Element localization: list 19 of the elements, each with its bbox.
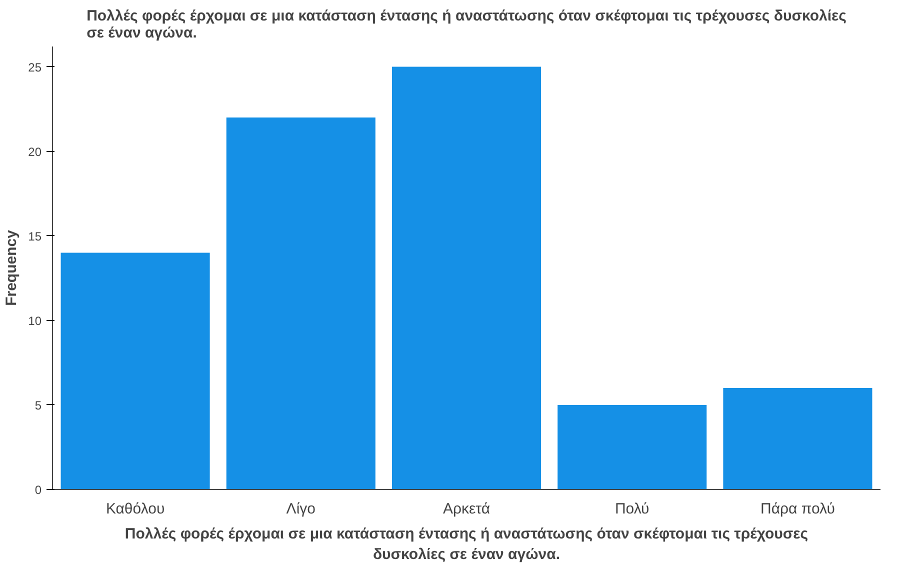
x-tick-label: Αρκετά	[442, 500, 490, 518]
x-tick-label: Καθόλου	[106, 500, 165, 518]
x-tick-label: Πολύ	[614, 500, 650, 518]
bar	[392, 66, 542, 490]
bar	[558, 404, 707, 490]
bar	[60, 252, 210, 490]
y-tick-label: 25	[28, 60, 42, 74]
bar	[226, 118, 376, 490]
y-tick-label: 5	[34, 398, 42, 412]
x-axis-title: Πολλές φορές έρχομαι σε μια κατάσταση έντασης ή αναστάτωσης όταν σκέφτομαι τις τρέχουσες δυσκολίες σε έναν αγώνα.	[124, 526, 808, 563]
y-axis-title: Frequency	[3, 229, 20, 306]
chart-title: Πολλές φορές έρχομαι σε μια κατάσταση έντασης ή αναστάτωσης όταν σκέφτομαι τις τρέχουσες δυσκολίες σε έναν αγώνα.	[86, 8, 847, 42]
x-tick-label: Πάρα πολύ	[760, 500, 835, 518]
y-tick-label: 10	[28, 314, 42, 328]
y-tick-label: 20	[28, 144, 42, 159]
y-tick-label: 0	[34, 483, 42, 497]
x-tick-label: Λίγο	[286, 500, 316, 518]
y-tick-label: 15	[28, 229, 42, 244]
bar	[723, 388, 872, 490]
